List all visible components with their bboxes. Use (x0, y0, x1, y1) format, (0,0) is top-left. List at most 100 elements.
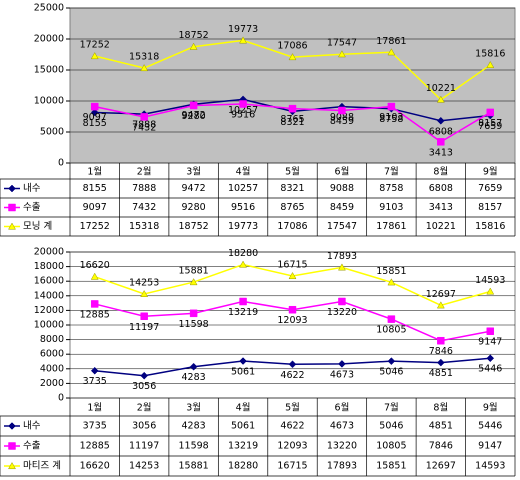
marker (288, 53, 297, 61)
x-tick-label: 9월 (483, 402, 498, 414)
data-label: 6808 (429, 126, 453, 137)
table-cell: 18752 (178, 221, 208, 232)
data-label: 15851 (376, 266, 406, 277)
marker (90, 272, 99, 280)
data-label: 8459 (330, 116, 354, 127)
table-cell: 14593 (475, 461, 505, 472)
marker (338, 50, 346, 58)
table-cell: 17086 (277, 221, 307, 232)
data-label: 17547 (327, 38, 357, 49)
data-label: 9088 (330, 112, 354, 123)
marker (486, 108, 495, 117)
x-tick-label: 5월 (285, 402, 300, 414)
data-label: 15318 (129, 52, 159, 63)
marker (437, 138, 445, 146)
marker (436, 95, 445, 103)
table-cell: 9088 (330, 183, 354, 194)
table-cell: 4851 (429, 421, 453, 432)
data-label: 4851 (429, 368, 453, 379)
table-cell: 7888 (132, 183, 156, 194)
x-tick-label: 4월 (236, 402, 251, 414)
x-tick-label: 2월 (137, 402, 152, 414)
marker (288, 104, 297, 113)
data-label: 9280 (182, 111, 206, 122)
marker (338, 297, 346, 306)
x-tick-label: 4월 (236, 166, 251, 178)
marker (8, 222, 16, 230)
data-label: 18752 (178, 30, 208, 41)
marker (387, 278, 396, 286)
data-label: 10221 (426, 83, 456, 94)
y-tick-label: 10000 (34, 96, 64, 107)
data-label: 16715 (277, 259, 307, 270)
data-label: 7432 (132, 122, 156, 133)
data-label: 17893 (327, 251, 357, 262)
marker (436, 116, 445, 125)
marker (8, 422, 16, 430)
table-cell: 9280 (182, 202, 206, 213)
data-label: 3413 (429, 147, 453, 158)
data-label: 18280 (228, 248, 258, 259)
table-cell: 11197 (129, 441, 159, 452)
table-cell: 12093 (277, 441, 307, 452)
data-label: 4673 (330, 369, 354, 380)
table-cell: 12697 (426, 461, 456, 472)
data-label: 9516 (231, 110, 255, 121)
table-cell: 13220 (327, 441, 357, 452)
data-label: 8765 (280, 114, 304, 125)
data-label: 7888 (132, 120, 156, 131)
table-cell: 9516 (231, 202, 255, 213)
data-label: 10805 (376, 325, 406, 336)
plot-area (69, 7, 516, 164)
table-cell: 11598 (178, 441, 208, 452)
data-label: 7846 (429, 346, 453, 357)
x-tick-label: 7월 (384, 402, 399, 414)
data-label: 14253 (129, 277, 159, 288)
data-label: 5446 (478, 364, 502, 375)
legend-label: 수출 (23, 441, 41, 452)
table-cell: 13219 (228, 441, 258, 452)
data-label: 16620 (80, 260, 110, 271)
data-label: 12093 (277, 315, 307, 326)
marker (436, 358, 445, 367)
data-label: 17861 (376, 36, 406, 47)
marker (140, 312, 148, 321)
table-cell: 15851 (376, 461, 406, 472)
data-label: 5061 (231, 367, 255, 378)
table-cell: 19773 (228, 221, 258, 232)
marker (189, 362, 198, 371)
table-cell: 18280 (228, 461, 258, 472)
y-tick-label: 25000 (34, 3, 64, 14)
y-tick-label: 4000 (40, 363, 64, 374)
y-tick-label: 5000 (40, 127, 64, 138)
data-label: 8155 (83, 118, 107, 129)
marker (189, 101, 198, 110)
marker (387, 357, 396, 366)
table-cell: 15318 (129, 221, 159, 232)
data-label: 13219 (228, 307, 258, 318)
marker (239, 260, 247, 268)
marker (140, 289, 149, 298)
table-cell: 3056 (132, 421, 156, 432)
marker (90, 108, 99, 117)
table-cell: 8765 (280, 202, 304, 213)
table-cell: 10805 (376, 441, 406, 452)
data-label: 8758 (379, 114, 403, 125)
x-tick-label: 7월 (384, 166, 399, 178)
marker (288, 271, 297, 280)
data-label: 12697 (426, 289, 456, 300)
x-tick-label: 9월 (483, 166, 498, 178)
x-tick-label: 5월 (285, 166, 300, 178)
marker (338, 106, 346, 115)
table-cell: 8459 (330, 202, 354, 213)
legend-label: 수출 (23, 202, 41, 213)
table-cell: 7432 (132, 202, 156, 213)
marker (288, 360, 297, 369)
data-label: 9097 (83, 112, 107, 123)
marker (486, 287, 495, 295)
marker (8, 442, 16, 450)
y-tick-label: 0 (58, 393, 64, 404)
marker (436, 301, 445, 309)
table-cell: 5046 (379, 421, 403, 432)
